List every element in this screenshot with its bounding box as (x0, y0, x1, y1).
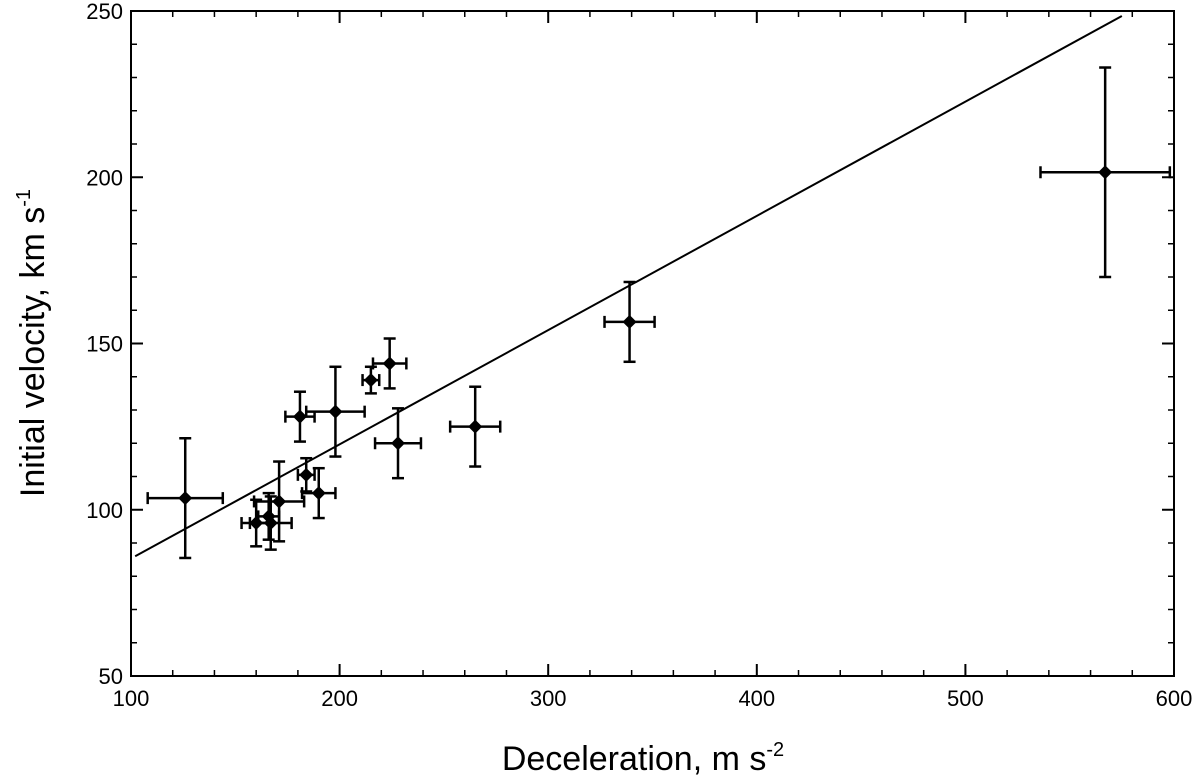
y-tick-label: 100 (86, 498, 123, 523)
data-point-group (361, 365, 381, 395)
data-point-group (304, 365, 366, 458)
x-tick-label: 100 (113, 686, 150, 711)
data-point-marker (292, 409, 307, 424)
x-axis-title: Deceleration, m s-2 (502, 739, 784, 778)
data-point-marker (382, 356, 397, 371)
data-point-marker (263, 516, 278, 531)
data-point-marker (363, 373, 378, 388)
y-tick-label: 150 (86, 332, 123, 357)
data-point-group (1039, 66, 1172, 279)
data-point-marker (468, 419, 483, 434)
data-point-group (448, 385, 502, 468)
data-point-group (146, 437, 225, 560)
data-point-group (248, 495, 293, 551)
data-point-marker (391, 436, 406, 451)
data-point-group (371, 337, 408, 390)
x-tick-label: 600 (1156, 686, 1193, 711)
y-tick-label: 250 (86, 0, 123, 24)
plot-frame (130, 10, 1175, 677)
data-point-marker (272, 494, 287, 509)
data-point-group (296, 456, 316, 493)
x-tick-label: 400 (738, 686, 775, 711)
data-point-marker (299, 467, 314, 482)
x-axis-ticks: 100 200 300 400 500 600 (113, 11, 1193, 711)
plot-border (130, 10, 1175, 677)
x-tick-label: 200 (321, 686, 358, 711)
y-tick-label: 200 (86, 165, 123, 190)
y-axis-ticks: 50 100 150 200 250 (86, 0, 1174, 689)
data-point-group (603, 280, 656, 364)
y-axis-title: Initial velocity, km s-1 (13, 189, 52, 497)
data-points-layer (146, 66, 1172, 560)
data-point-marker (178, 491, 193, 506)
data-point-marker (622, 314, 637, 329)
data-point-marker (311, 486, 326, 501)
data-point-marker (1098, 165, 1113, 180)
y-tick-label: 50 (99, 664, 123, 689)
data-point-group (300, 466, 337, 520)
x-tick-label: 300 (530, 686, 567, 711)
data-point-group (284, 390, 316, 443)
data-point-group (252, 460, 306, 543)
data-point-group (373, 407, 423, 480)
data-point-marker (328, 404, 343, 419)
x-tick-label: 500 (947, 686, 984, 711)
